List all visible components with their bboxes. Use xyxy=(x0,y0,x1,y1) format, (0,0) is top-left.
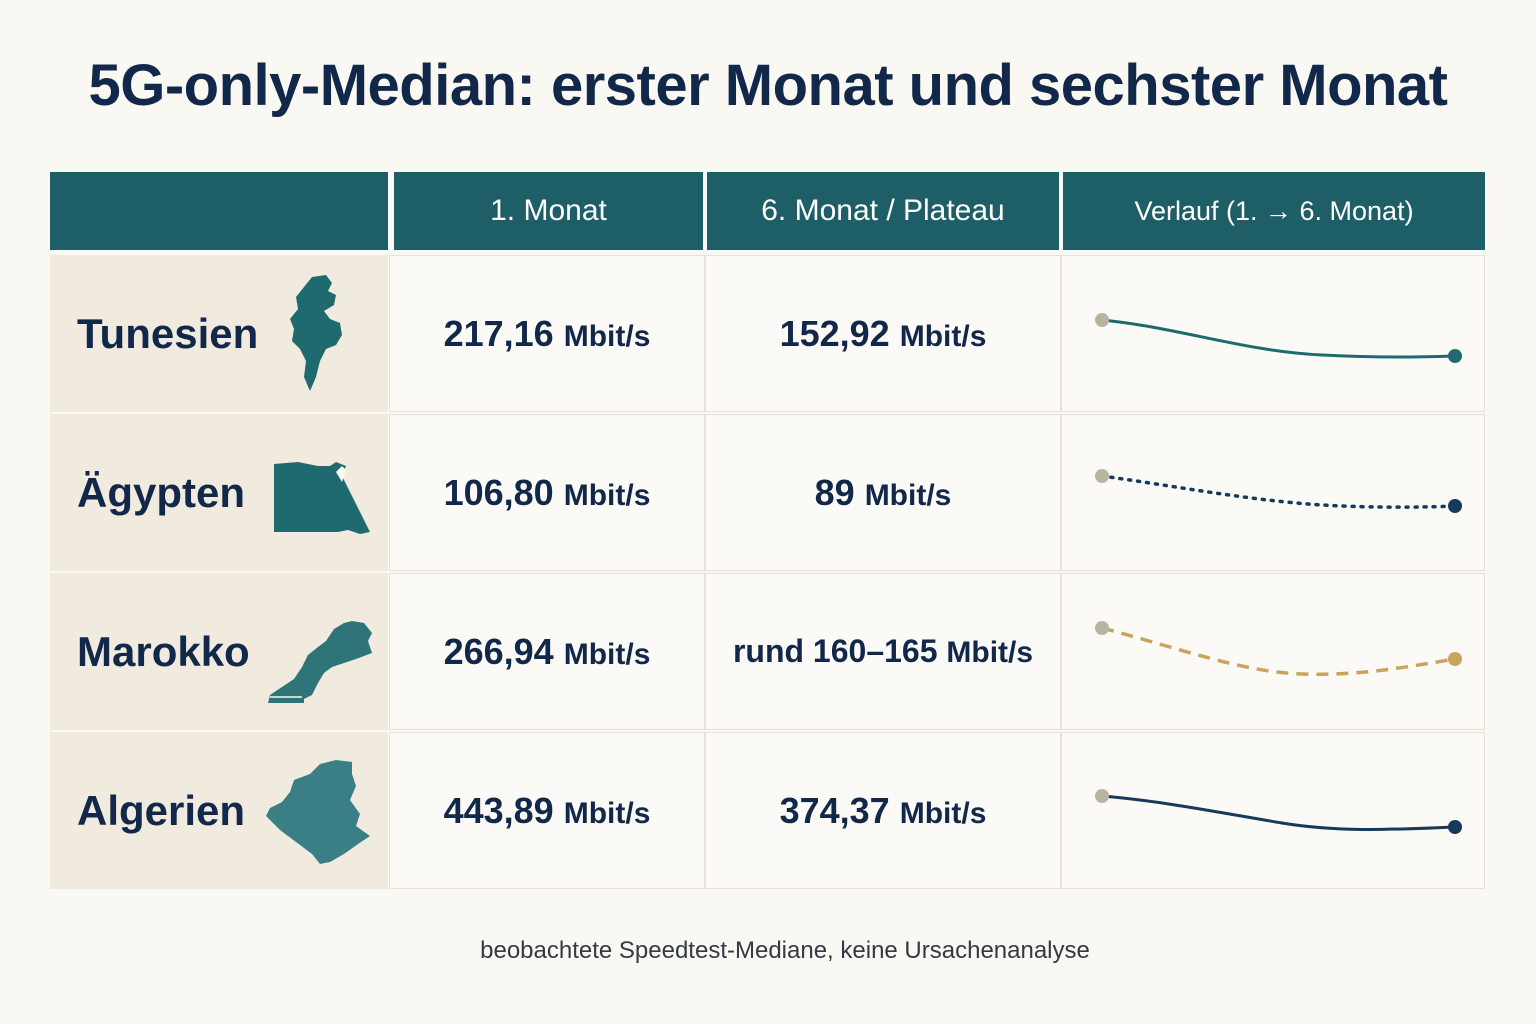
sixth-month-value: 374,37 Mbit/s xyxy=(779,789,987,831)
first-month-value: 217,16 Mbit/s xyxy=(443,312,651,354)
table-row: Ägypten 106,80 Mbit/s 89 Mbit/s xyxy=(50,414,1485,571)
page-title: 5G-only-Median: erster Monat und sechste… xyxy=(88,53,1448,118)
first-month-cell: 266,94 Mbit/s xyxy=(389,573,705,730)
trend-start-point xyxy=(1095,313,1109,327)
sixth-month-value: 152,92 Mbit/s xyxy=(779,312,987,354)
country-name: Marokko xyxy=(77,627,250,675)
trend-cell xyxy=(1061,573,1485,730)
footnote: beobachtete Speedtest-Mediane, keine Urs… xyxy=(480,937,1090,964)
table-row: Marokko 266,94 Mbit/s rund 160–165 Mbit/… xyxy=(50,573,1485,730)
trend-line xyxy=(1101,318,1456,359)
first-month-cell: 217,16 Mbit/s xyxy=(389,255,705,412)
trend-line xyxy=(1100,474,1457,509)
country-cell: Algerien xyxy=(50,732,388,889)
trend-cell xyxy=(1061,255,1485,412)
trend-start-point xyxy=(1095,621,1109,635)
header-country-cell xyxy=(50,172,388,250)
first-month-value: 106,80 Mbit/s xyxy=(443,471,651,513)
first-month-value: 266,94 Mbit/s xyxy=(443,630,651,672)
first-month-cell: 443,89 Mbit/s xyxy=(389,732,705,889)
header-trend: Verlauf (1. → 6. Monat) xyxy=(1063,172,1485,250)
trend-start-point xyxy=(1095,469,1109,483)
trend-start-point xyxy=(1095,789,1109,803)
trend-line xyxy=(1101,626,1456,677)
algeria-map-icon xyxy=(266,760,370,864)
morocco-map-icon xyxy=(268,621,372,703)
trend-sparkline xyxy=(1095,469,1462,513)
table-row: Tunesien 217,16 Mbit/s 152,92 Mbit/s xyxy=(50,255,1485,412)
egypt-map-icon xyxy=(274,462,370,534)
country-name: Algerien xyxy=(77,786,246,834)
country-name: Tunesien xyxy=(77,309,259,357)
trend-line xyxy=(1101,794,1456,831)
trend-end-point xyxy=(1448,820,1462,834)
sixth-month-cell: 152,92 Mbit/s xyxy=(705,255,1061,412)
country-cell: Marokko xyxy=(50,573,388,730)
table-row: Algerien 443,89 Mbit/s 374,37 Mbit/s xyxy=(50,732,1485,889)
country-cell: Ägypten xyxy=(50,414,388,571)
sixth-month-cell: 374,37 Mbit/s xyxy=(705,732,1061,889)
trend-cell xyxy=(1061,414,1485,571)
tunisia-map-icon xyxy=(290,275,342,391)
first-month-value: 443,89 Mbit/s xyxy=(443,789,651,831)
sixth-month-value: 89 Mbit/s xyxy=(814,471,952,513)
comparison-table: 1. Monat 6. Monat / Plateau Verlauf (1. … xyxy=(50,172,1485,890)
header-sixth-month: 6. Monat / Plateau xyxy=(707,172,1059,250)
trend-sparkline xyxy=(1095,313,1462,363)
sixth-month-cell: 89 Mbit/s xyxy=(705,414,1061,571)
sixth-month-value: rund 160–165 Mbit/s xyxy=(732,633,1034,669)
trend-end-point xyxy=(1448,652,1462,666)
country-cell: Tunesien xyxy=(50,255,388,412)
header-first-month: 1. Monat xyxy=(394,172,703,250)
trend-end-point xyxy=(1448,499,1462,513)
trend-sparkline xyxy=(1095,789,1462,834)
trend-cell xyxy=(1061,732,1485,889)
first-month-cell: 106,80 Mbit/s xyxy=(389,414,705,571)
country-name: Ägypten xyxy=(77,468,245,516)
sixth-month-cell: rund 160–165 Mbit/s xyxy=(705,573,1061,730)
trend-end-point xyxy=(1448,349,1462,363)
trend-sparkline xyxy=(1095,621,1462,677)
